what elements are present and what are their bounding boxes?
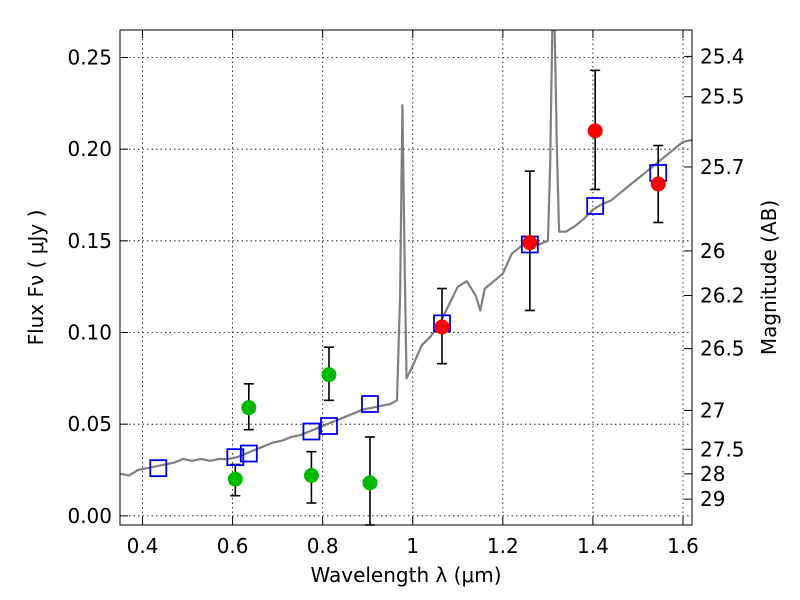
plot-content: [120, 30, 692, 477]
grid: [120, 30, 692, 525]
model-photometry-square: [586, 197, 605, 215]
x-tick-label: 1.4: [577, 534, 609, 558]
x-tick-label: 0.6: [217, 534, 249, 558]
model-photometry-square: [226, 448, 245, 467]
plot-frame: [119, 29, 693, 526]
model-photometry-square: [302, 422, 321, 441]
right-tick-label: 28: [700, 462, 725, 486]
y-tick-label: 0.05: [67, 412, 112, 436]
right-tick-label: 26.5: [700, 337, 745, 361]
green-data-point: [321, 367, 337, 383]
x-tick-label: 1: [406, 534, 419, 558]
right-tick-label: 26: [700, 239, 725, 263]
model-photometry-square: [149, 459, 168, 478]
model-spectrum-line: [120, 30, 692, 477]
x-tick-label: 1.2: [487, 534, 519, 558]
y-axis-label: Flux Fν ( μJy ): [24, 210, 48, 346]
right-tick-label: 27: [700, 398, 725, 422]
green-data-point: [227, 471, 243, 487]
red-data-point: [587, 123, 603, 139]
data-markers: [149, 69, 668, 526]
x-tick-label: 1.6: [667, 534, 699, 558]
right-tick-label: 25.7: [700, 155, 745, 179]
right-tick-label: 27.5: [700, 437, 745, 461]
right-tick-label: 25.5: [700, 85, 745, 109]
green-data-point: [241, 400, 257, 416]
y-tick-label: 0.10: [67, 321, 112, 345]
y-tick-label: 0.15: [67, 229, 112, 253]
right-tick-label: 26.2: [700, 283, 745, 307]
model-photometry-square: [320, 417, 338, 435]
x-tick-label: 0.4: [127, 534, 159, 558]
y-right-axis-label: Magnitude (AB): [757, 200, 781, 355]
red-data-point: [434, 319, 450, 335]
right-tick-label: 29: [700, 487, 725, 511]
y-tick-label: 0.25: [67, 46, 112, 70]
tick-marks: [120, 30, 692, 525]
y-tick-label: 0.20: [67, 137, 112, 161]
green-data-point: [303, 468, 319, 483]
model-photometry-square: [239, 444, 258, 463]
tick-labels: 0.4 0.6 0.8 1 1.2 1.4 1.6 0.00 0.05 0.10 0.15 0.20 0…: [67, 44, 744, 558]
red-data-point: [522, 235, 538, 251]
right-tick-label: 25.4: [700, 44, 745, 68]
x-axis-label: Wavelength λ (μm): [310, 563, 501, 587]
model-photometry-square: [361, 395, 379, 413]
x-tick-label: 0.8: [307, 534, 339, 558]
red-data-point: [650, 176, 666, 192]
green-data-point: [362, 475, 378, 491]
y-tick-label: 0.00: [67, 504, 112, 528]
